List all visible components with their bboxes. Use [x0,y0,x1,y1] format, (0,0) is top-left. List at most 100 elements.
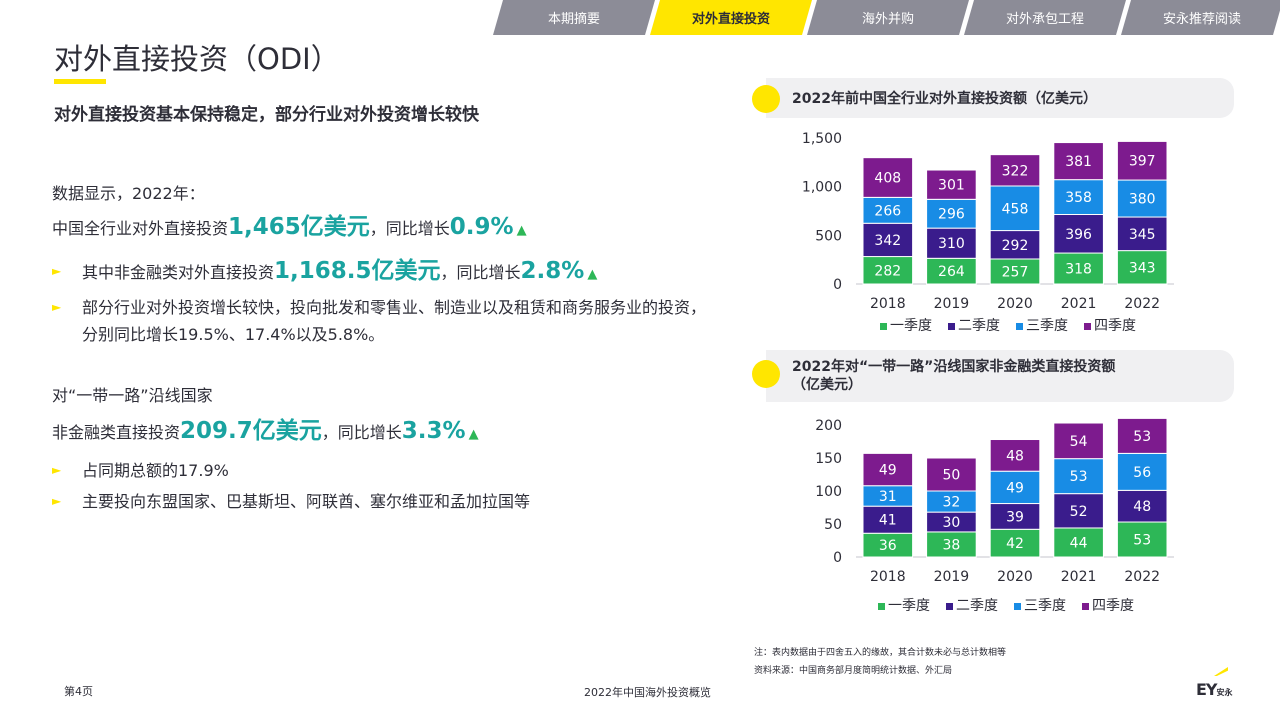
bar-segment [862,222,914,258]
tab-contracting[interactable]: 对外承包工程 [964,0,1126,35]
bar-segment [926,257,977,285]
chart2-svg: 0 50 100 150 200 36 41 31 49 2018 38 30 32 50 2019 42 39… [815,417,1174,614]
data-label: 345 [1129,227,1156,243]
data-label: 38 [942,537,960,553]
chart2-dot-icon [752,360,780,388]
data-label: 52 [1070,504,1088,520]
bar-segment [1053,179,1104,216]
legend-swatch [948,323,955,330]
belt-road-line: 非金融类直接投资209.7亿美元，同比增长3.3% ▲ [52,418,732,448]
chart2-header [766,350,1234,402]
data-label: 49 [879,463,897,479]
y-tick-label: 200 [815,418,842,434]
data-label: 53 [1070,469,1088,485]
page-title: 对外直接投资（ODI） [54,42,340,76]
nonfinancial-prefix: 其中非金融类对外直接投资 [82,263,275,282]
y-tick-label: 0 [833,277,842,293]
x-tick-label: 2020 [997,296,1033,312]
bar-segment [989,528,1041,558]
y-tick-label: 1,000 [802,180,842,196]
bar-segment [989,439,1041,472]
belt-road-title: 对“一带一路”沿线国家 [52,386,213,405]
bullet-arrow-icon: ► [52,494,62,508]
data-label: 30 [942,515,960,531]
industries-text: 部分行业对外投资增长较快，投向批发和零售业、制造业以及租赁和商务服务业的投资，分… [82,298,707,344]
bar-segment [926,457,977,492]
y-tick-label: 100 [815,484,842,500]
bar-segment [862,256,914,285]
legend-label: 四季度 [1094,318,1136,334]
note-rounding: 注：表内数据由于四舍五入的缘故，其合计数未必与总计数相等 [754,648,1007,658]
x-tick-label: 2019 [934,569,970,585]
tab-overseas-ma[interactable]: 海外并购 [807,0,969,35]
y-tick-label: 150 [815,451,842,467]
legend-label: 一季度 [888,598,930,614]
legend-label: 二季度 [958,318,1000,334]
y-tick-label: 50 [824,517,842,533]
y-tick-label: 0 [833,550,842,566]
odi-total-mid: ，同比增长 [369,219,450,238]
bar-segment [926,227,977,259]
data-label: 342 [874,233,901,249]
share-text: 占同期总额的17.9% [82,461,229,480]
data-label: 44 [1070,535,1088,551]
data-label: 32 [942,495,960,511]
destinations-text: 主要投向东盟国家、巴基斯坦、阿联酋、塞尔维亚和孟加拉国等 [82,492,531,511]
data-label: 264 [938,264,965,280]
tab-summary[interactable]: 本期摘要 [493,0,655,35]
chart1-dot-icon [752,85,780,113]
data-label: 56 [1133,465,1151,481]
y-tick-label: 1,500 [802,131,842,147]
legend-label: 二季度 [956,598,998,614]
x-tick-label: 2020 [997,569,1033,585]
intro-text: 数据显示，2022年： [52,184,205,203]
tab-recommended-reading[interactable]: 安永推荐阅读 [1121,0,1280,35]
tab-odi[interactable]: 对外直接投资 [650,0,812,35]
x-tick-label: 2021 [1061,296,1097,312]
belt-road-amount: 209.7亿美元 [180,418,322,444]
belt-road-mid: ，同比增长 [321,423,402,442]
legend-label: 四季度 [1092,598,1134,614]
bar-segment [989,154,1041,187]
belt-road-prefix: 非金融类直接投资 [52,423,181,442]
nonfinancial-mid: ，同比增长 [440,263,521,282]
bar-segment [989,503,1041,530]
bar-segment [1116,179,1168,218]
legend-label: 一季度 [890,318,932,334]
nonfinancial-rate: 2.8% [520,258,585,284]
data-label: 36 [879,538,897,554]
data-label: 381 [1065,154,1092,170]
page-number: 第4页 [64,685,93,698]
data-label: 408 [874,171,901,187]
data-label: 358 [1065,190,1092,206]
bar-segment [1116,417,1168,454]
x-tick-label: 2022 [1124,569,1160,585]
bar-segment [926,531,977,558]
data-label: 343 [1129,260,1156,276]
chart1-svg: 0 500 1,000 1,500 282 342 266 408 2018 264 310 296 3… [802,131,1174,334]
note-source: 资料来源：中国商务部月度简明统计数据、外汇局 [754,666,953,676]
x-tick-label: 2018 [870,569,906,585]
data-label: 41 [879,513,897,529]
odi-total-prefix: 中国全行业对外直接投资 [52,219,229,238]
bullet-share: ► 占同期总额的17.9% [52,457,732,484]
chart1-title: 2022年前中国全行业对外直接投资额（亿美元） [792,91,1097,107]
bar-segment [1053,252,1104,285]
legend-label: 三季度 [1026,318,1068,334]
data-label: 54 [1070,434,1088,450]
legend-swatch [1016,323,1023,330]
bar-segment [862,157,914,198]
bar-segment [1116,489,1168,523]
data-label: 31 [879,489,897,505]
bar-segment [926,198,977,229]
x-tick-label: 2018 [870,296,906,312]
chart2-title-line1: 2022年对“一带一路”沿线国家非金融类直接投资额 [792,359,1116,375]
ey-logo-text: EY [1196,680,1217,699]
bar-segment [1116,250,1168,285]
data-label: 458 [1002,201,1029,217]
legend-swatch [1082,603,1089,610]
data-label: 318 [1065,262,1092,278]
ey-logo: EY安永 [1196,680,1233,699]
ey-logo-cn: 安永 [1216,688,1233,697]
legend-swatch [1084,323,1091,330]
